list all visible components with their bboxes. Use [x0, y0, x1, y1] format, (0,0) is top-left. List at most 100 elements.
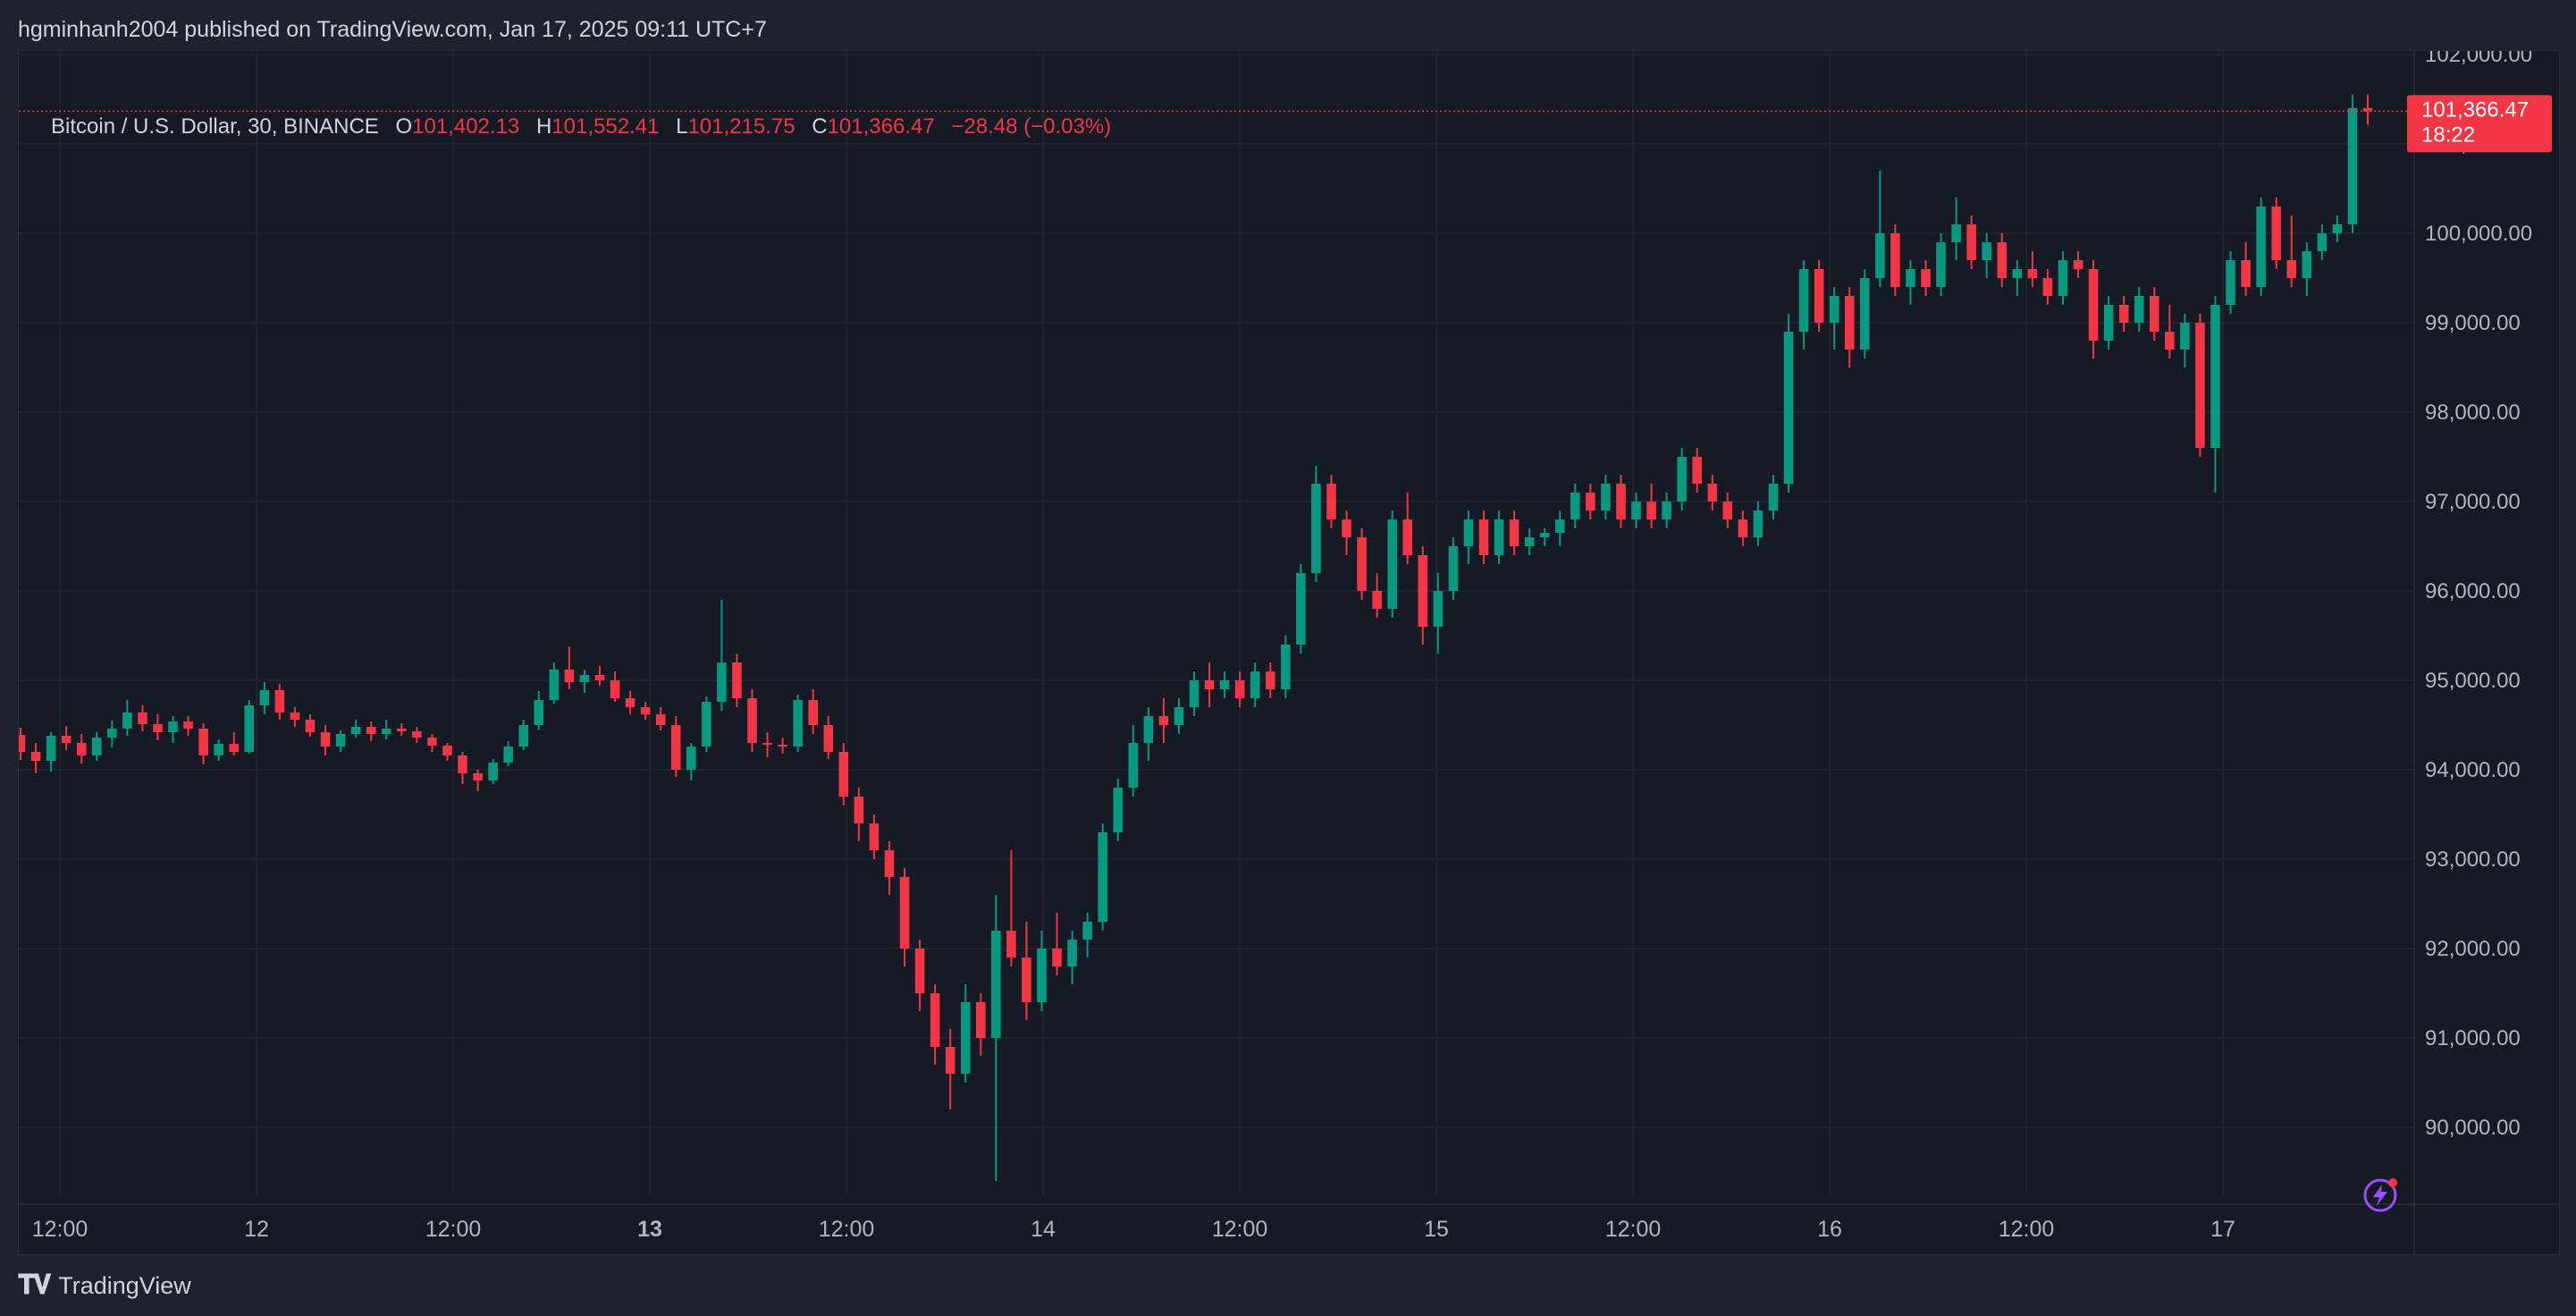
candle[interactable]: [991, 895, 1001, 1181]
candle[interactable]: [1586, 484, 1595, 519]
candle[interactable]: [1844, 287, 1855, 367]
candle[interactable]: [290, 707, 300, 727]
candle[interactable]: [1509, 510, 1520, 555]
candle[interactable]: [274, 684, 285, 720]
candle[interactable]: [2149, 287, 2159, 341]
candle[interactable]: [1067, 931, 1077, 984]
candle[interactable]: [1906, 260, 1915, 305]
candle[interactable]: [1372, 573, 1382, 618]
candle[interactable]: [473, 770, 483, 791]
candle[interactable]: [823, 716, 834, 759]
candle[interactable]: [1158, 698, 1169, 743]
candle[interactable]: [762, 732, 772, 757]
candle[interactable]: [975, 993, 986, 1056]
candle[interactable]: [518, 720, 529, 750]
candle[interactable]: [930, 984, 940, 1065]
candle[interactable]: [2088, 260, 2099, 359]
candle[interactable]: [1128, 725, 1139, 797]
candle[interactable]: [655, 707, 666, 730]
candle[interactable]: [747, 689, 757, 752]
candle[interactable]: [1890, 224, 1900, 296]
candle[interactable]: [899, 868, 910, 966]
candle[interactable]: [2302, 242, 2312, 296]
candle[interactable]: [397, 723, 407, 736]
candle[interactable]: [2058, 251, 2068, 305]
candle[interactable]: [1554, 510, 1565, 546]
candlestick-chart[interactable]: 90,000.00 91,000.00 92,000.00 93,000.00 94,0…: [19, 51, 2559, 1254]
candle[interactable]: [1281, 636, 1291, 698]
candle[interactable]: [717, 600, 727, 711]
candle[interactable]: [61, 726, 72, 750]
candle[interactable]: [442, 743, 452, 761]
candle[interactable]: [1250, 662, 1260, 707]
candle[interactable]: [2210, 296, 2220, 493]
candle[interactable]: [1829, 287, 1839, 350]
candle[interactable]: [1113, 779, 1124, 841]
candle[interactable]: [427, 734, 437, 752]
candle[interactable]: [1539, 528, 1550, 546]
candle[interactable]: [1798, 260, 1809, 350]
tradingview-logo-icon[interactable]: 𝐓𝐕: [18, 1270, 51, 1300]
candle[interactable]: [1174, 698, 1184, 734]
candle[interactable]: [2012, 260, 2023, 296]
candle[interactable]: [1448, 537, 1459, 600]
candle[interactable]: [1433, 573, 1444, 654]
candle[interactable]: [1052, 913, 1062, 975]
candle[interactable]: [686, 743, 696, 780]
candle[interactable]: [2226, 251, 2235, 314]
candle[interactable]: [1921, 260, 1931, 296]
candle[interactable]: [610, 671, 620, 702]
candle[interactable]: [1494, 510, 1504, 564]
candle[interactable]: [1234, 671, 1245, 707]
candle[interactable]: [732, 654, 742, 707]
candle[interactable]: [335, 730, 346, 752]
candle[interactable]: [2332, 215, 2343, 242]
candle[interactable]: [1219, 671, 1230, 698]
candle[interactable]: [1738, 510, 1748, 546]
candle[interactable]: [2347, 94, 2358, 233]
candle[interactable]: [107, 721, 117, 747]
candle[interactable]: [2286, 215, 2297, 287]
candle[interactable]: [1753, 502, 1764, 546]
candle[interactable]: [1143, 707, 1154, 761]
candle[interactable]: [1722, 493, 1733, 528]
chart-panel[interactable]: 90,000.00 91,000.00 92,000.00 93,000.00 94,0…: [18, 50, 2560, 1255]
candle[interactable]: [2195, 314, 2205, 457]
candle[interactable]: [2362, 94, 2373, 125]
candle[interactable]: [46, 732, 56, 772]
candle[interactable]: [91, 732, 102, 761]
candle[interactable]: [2165, 305, 2175, 359]
candle[interactable]: [30, 743, 41, 773]
candle[interactable]: [1311, 466, 1321, 582]
candle[interactable]: [1357, 528, 1367, 600]
candle[interactable]: [1707, 475, 1718, 510]
candle[interactable]: [1265, 662, 1275, 698]
candle[interactable]: [2118, 296, 2129, 332]
candle[interactable]: [366, 721, 376, 741]
candle[interactable]: [869, 814, 880, 859]
candle[interactable]: [2256, 198, 2266, 296]
candle[interactable]: [2241, 242, 2251, 296]
candle[interactable]: [1662, 493, 1671, 528]
candle[interactable]: [1783, 314, 1794, 493]
candle[interactable]: [564, 646, 575, 689]
candle[interactable]: [198, 723, 208, 764]
candle[interactable]: [1768, 475, 1779, 519]
candle[interactable]: [1478, 510, 1489, 564]
candle[interactable]: [670, 716, 681, 777]
candle[interactable]: [1524, 528, 1535, 555]
candle[interactable]: [1326, 475, 1336, 528]
candle[interactable]: [1631, 493, 1641, 528]
candle[interactable]: [1601, 475, 1611, 519]
candle[interactable]: [808, 689, 818, 734]
candle[interactable]: [1006, 850, 1016, 966]
candle[interactable]: [168, 716, 178, 743]
candle[interactable]: [153, 714, 163, 740]
candle[interactable]: [1463, 510, 1474, 564]
candle[interactable]: [1342, 510, 1351, 555]
candle[interactable]: [549, 662, 560, 704]
candle[interactable]: [1204, 662, 1215, 707]
candle[interactable]: [838, 743, 849, 806]
candle[interactable]: [625, 691, 636, 714]
candle[interactable]: [458, 752, 467, 784]
